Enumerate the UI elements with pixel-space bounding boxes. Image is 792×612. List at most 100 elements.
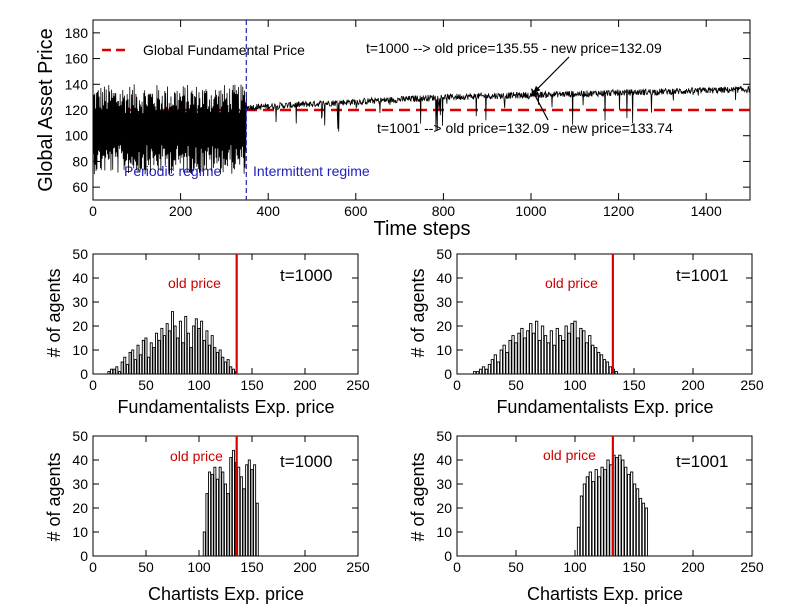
y-tick-label: 30 bbox=[72, 294, 88, 310]
histogram-bar bbox=[582, 330, 586, 375]
histogram-bar bbox=[594, 469, 598, 557]
histogram-bar bbox=[576, 337, 580, 375]
histogram-bar bbox=[165, 323, 169, 375]
histogram-bar bbox=[160, 327, 164, 375]
histogram-bar bbox=[210, 335, 214, 375]
histogram-bar bbox=[205, 493, 209, 557]
histogram-bar bbox=[511, 335, 515, 375]
histogram-bar bbox=[502, 344, 506, 375]
histogram-bar bbox=[216, 351, 219, 375]
histogram-bar bbox=[573, 320, 577, 375]
legend-label: Global Fundamental Price bbox=[143, 42, 305, 58]
histogram-bar bbox=[532, 332, 536, 375]
y-tick-label: 0 bbox=[80, 548, 88, 564]
y-tick-label: 30 bbox=[72, 476, 88, 492]
histogram-bar bbox=[632, 483, 637, 557]
y-tick-label: 0 bbox=[444, 548, 452, 564]
hist-xlabel: Chartists Exp. price bbox=[527, 584, 683, 604]
histogram-bar bbox=[523, 337, 527, 375]
histogram-bar bbox=[186, 332, 190, 375]
chartists-hist-t1000: # of agents Chartists Exp. price old pri… bbox=[44, 428, 370, 604]
fundamentalists-hist-t1000: # of agents Fundamentalists Exp. price o… bbox=[44, 246, 370, 417]
histogram-bar bbox=[505, 351, 509, 375]
histogram-bar bbox=[517, 332, 521, 375]
old-price-label: old price bbox=[168, 275, 221, 291]
histogram-bar bbox=[546, 342, 551, 375]
histogram-bar bbox=[237, 466, 241, 557]
histogram-bar bbox=[144, 337, 148, 375]
hist-ylabel: # of agents bbox=[408, 268, 428, 357]
histogram-bar bbox=[567, 332, 571, 375]
histogram-bar bbox=[210, 473, 214, 557]
y-tick-label: 40 bbox=[436, 270, 452, 286]
histogram-bar bbox=[197, 327, 201, 375]
y-tick-label: 140 bbox=[65, 76, 89, 92]
histogram-bar bbox=[221, 471, 225, 557]
histogram-bar bbox=[487, 363, 492, 375]
histogram-bar bbox=[599, 354, 604, 375]
histogram-bar bbox=[189, 347, 193, 375]
old-price-label: old price bbox=[170, 448, 223, 464]
histogram-bar bbox=[621, 459, 625, 557]
histogram-bar bbox=[229, 366, 233, 375]
histogram-bar bbox=[247, 459, 251, 557]
histogram-bar bbox=[253, 464, 257, 557]
histogram-bar bbox=[213, 347, 217, 375]
y-tick-label: 80 bbox=[72, 153, 88, 169]
x-tick-label: 400 bbox=[257, 203, 281, 219]
histogram-bar bbox=[638, 497, 643, 557]
histogram-bar bbox=[110, 368, 113, 375]
histogram-bar bbox=[231, 368, 235, 375]
histogram-bar bbox=[576, 526, 581, 557]
histogram-bar bbox=[493, 354, 497, 375]
histogram-bar bbox=[231, 449, 235, 557]
x-tick-label: 200 bbox=[681, 377, 705, 393]
time-label: t=1001 bbox=[676, 266, 728, 285]
histogram-bar bbox=[605, 361, 610, 375]
histogram-bar bbox=[606, 459, 610, 557]
annotation-t1000: t=1000 --> old price=135.55 - new price=… bbox=[366, 40, 662, 56]
x-tick-label: 150 bbox=[240, 559, 264, 575]
histogram-bar bbox=[223, 361, 227, 375]
histogram-bar bbox=[535, 320, 539, 375]
histogram-bar bbox=[147, 356, 151, 375]
histogram-bar bbox=[255, 502, 259, 557]
histogram-bar bbox=[499, 349, 503, 375]
histogram-bar bbox=[107, 371, 111, 375]
histogram-bar bbox=[473, 371, 477, 375]
histogram-bar bbox=[582, 483, 587, 557]
time-label: t=1001 bbox=[676, 452, 728, 471]
histogram-bar bbox=[549, 330, 554, 375]
x-tick-label: 250 bbox=[346, 559, 370, 575]
histogram-bar bbox=[149, 342, 153, 375]
histogram-bar bbox=[192, 325, 196, 375]
histogram-bar bbox=[141, 339, 145, 375]
histogram-bar bbox=[218, 466, 222, 557]
main-price-panel: Global Asset Price Time steps Global Fun… bbox=[35, 19, 751, 240]
histogram-bar bbox=[202, 339, 206, 375]
y-tick-label: 40 bbox=[72, 452, 88, 468]
y-tick-label: 0 bbox=[444, 366, 452, 382]
histogram-bar bbox=[641, 502, 646, 557]
y-tick-label: 30 bbox=[436, 476, 452, 492]
x-tick-label: 800 bbox=[432, 203, 456, 219]
hist-xlabel: Chartists Exp. price bbox=[148, 584, 304, 604]
main-xlabel: Time steps bbox=[373, 218, 470, 240]
x-tick-label: 250 bbox=[346, 377, 370, 393]
intermittent-regime-label: Intermittent regime bbox=[253, 163, 370, 179]
x-tick-label: 0 bbox=[453, 377, 461, 393]
y-tick-label: 20 bbox=[72, 318, 88, 334]
annotation-arrow-t1000 bbox=[532, 56, 570, 94]
x-tick-label: 150 bbox=[240, 377, 264, 393]
y-tick-label: 50 bbox=[436, 428, 452, 444]
histogram-bar bbox=[120, 361, 124, 375]
chartists-hist-t1001: # of agents Chartists Exp. price old pri… bbox=[408, 428, 764, 604]
histogram-bar bbox=[579, 327, 583, 375]
old-price-label: old price bbox=[545, 275, 598, 291]
histogram-bar bbox=[205, 330, 209, 375]
histogram-bar bbox=[585, 342, 589, 375]
x-tick-label: 200 bbox=[293, 377, 317, 393]
histogram-bar bbox=[163, 335, 166, 375]
time-label: t=1000 bbox=[280, 266, 332, 285]
histogram-bar bbox=[555, 327, 559, 375]
